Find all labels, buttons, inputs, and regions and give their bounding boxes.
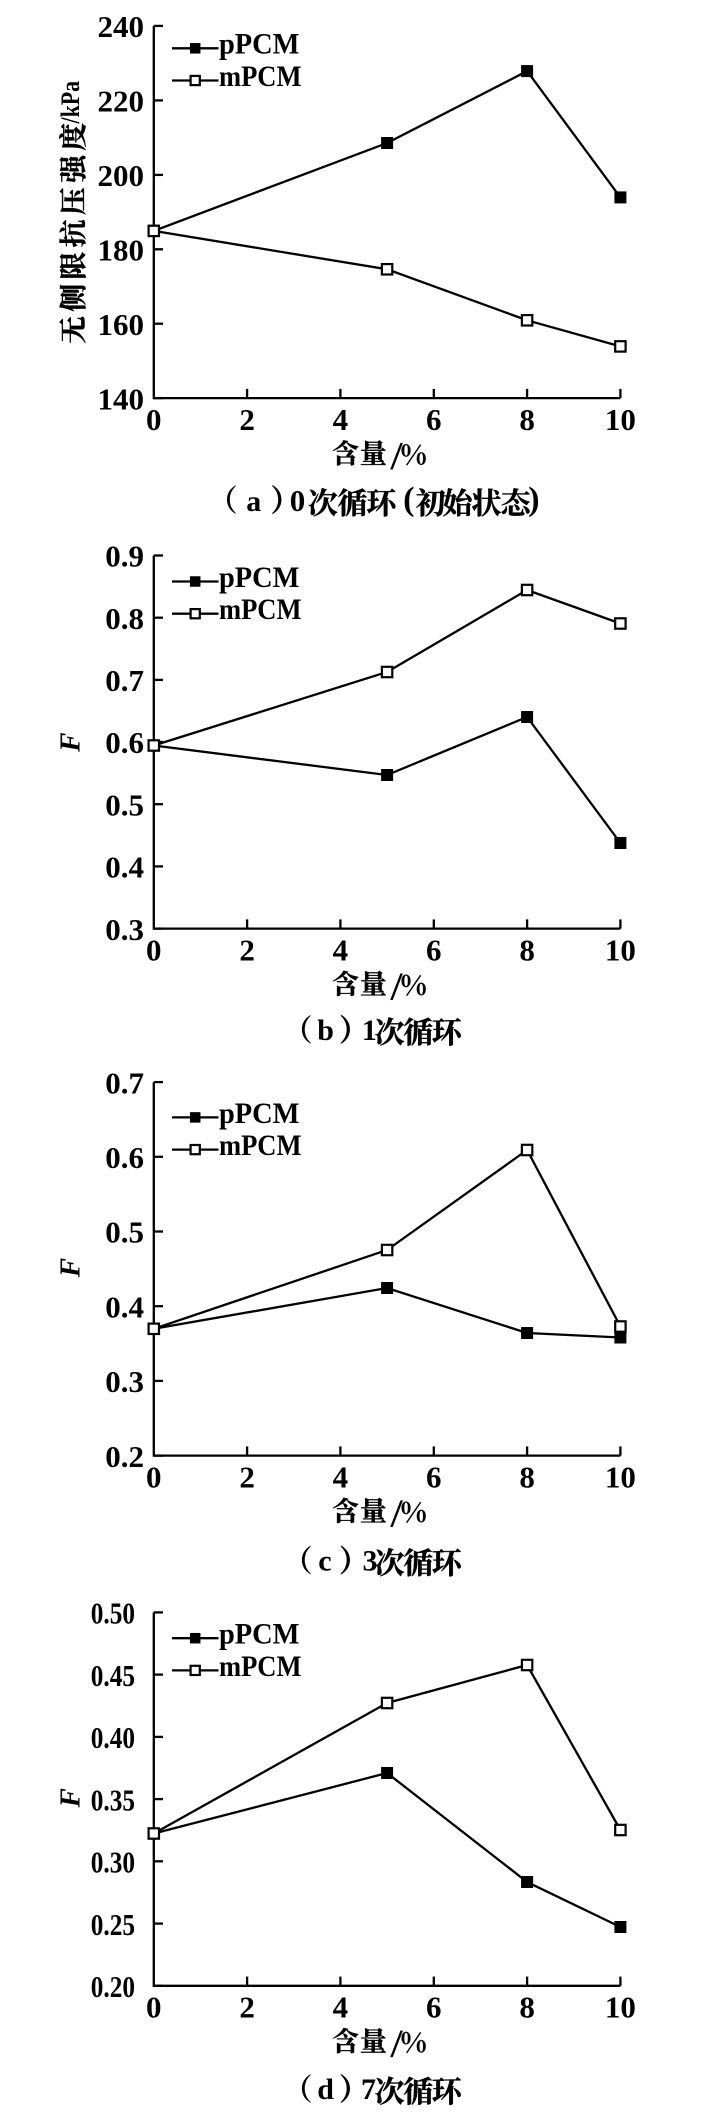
- svg-text:b: b: [317, 1014, 334, 1047]
- svg-text:180: 180: [98, 233, 145, 268]
- svg-text:0.25: 0.25: [91, 1907, 135, 1942]
- svg-text:0.20: 0.20: [91, 1969, 135, 2004]
- svg-text:0.5: 0.5: [105, 787, 144, 822]
- svg-text:F: F: [54, 1258, 86, 1278]
- svg-text:0.4: 0.4: [105, 1289, 144, 1324]
- svg-text:0.6: 0.6: [105, 725, 144, 760]
- svg-text:F: F: [54, 1788, 86, 1808]
- svg-text:0.35: 0.35: [91, 1782, 135, 1817]
- svg-text:0.7: 0.7: [105, 1065, 144, 1100]
- svg-text:d: d: [317, 2073, 334, 2106]
- svg-text:c: c: [318, 1545, 331, 1578]
- svg-text:a: a: [246, 485, 261, 518]
- svg-text:0: 0: [290, 483, 306, 518]
- svg-text:0.9: 0.9: [105, 539, 144, 574]
- svg-text:0.6: 0.6: [105, 1140, 144, 1175]
- svg-text:0.7: 0.7: [105, 663, 144, 698]
- svg-text:(: (: [403, 481, 414, 518]
- svg-text:0.30: 0.30: [91, 1845, 135, 1880]
- svg-text:1: 1: [362, 1014, 377, 1047]
- svg-text:F: F: [54, 733, 86, 753]
- svg-text:0.8: 0.8: [105, 601, 144, 636]
- svg-text:220: 220: [98, 84, 145, 119]
- svg-text:0.45: 0.45: [91, 1658, 135, 1693]
- svg-text:): ): [528, 481, 539, 518]
- svg-text:/kPa: /kPa: [56, 81, 85, 124]
- svg-text:0.50: 0.50: [91, 1596, 135, 1631]
- svg-text:160: 160: [98, 307, 145, 342]
- svg-text:0.4: 0.4: [105, 850, 144, 885]
- svg-text:140: 140: [98, 381, 145, 416]
- svg-text:0.2: 0.2: [105, 1439, 144, 1474]
- svg-text:0.3: 0.3: [105, 912, 144, 947]
- svg-text:0.5: 0.5: [105, 1215, 144, 1250]
- svg-text:0.40: 0.40: [91, 1720, 135, 1755]
- svg-text:200: 200: [98, 158, 145, 193]
- svg-text:240: 240: [98, 9, 145, 44]
- svg-text:3: 3: [363, 1545, 378, 1578]
- svg-text:7: 7: [361, 2073, 376, 2106]
- svg-text:0.3: 0.3: [105, 1364, 144, 1399]
